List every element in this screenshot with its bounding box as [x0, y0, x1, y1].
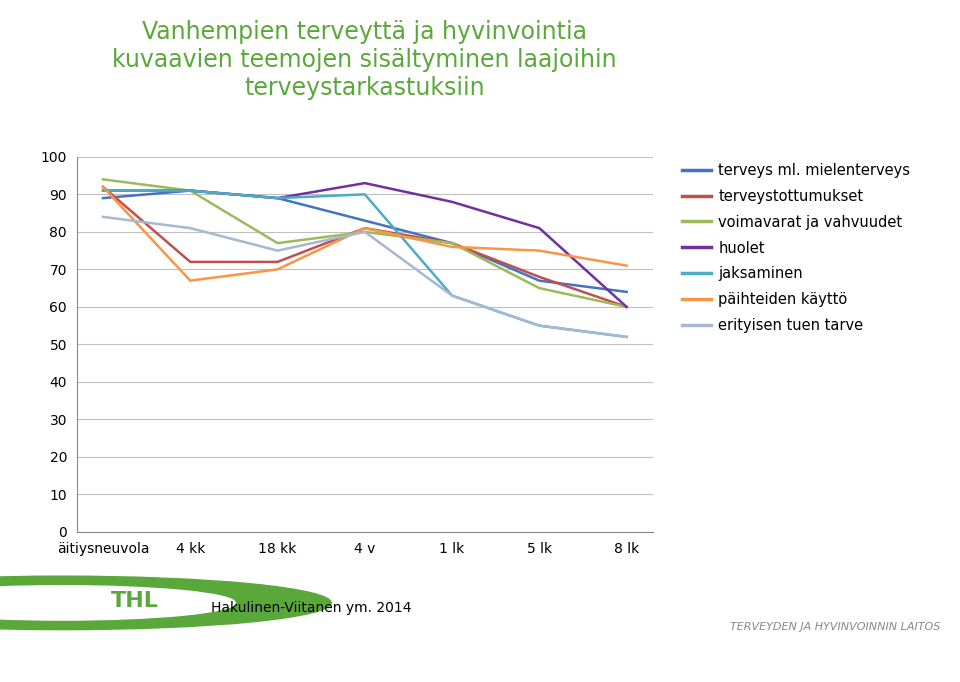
Text: Hakulinen-Viitanen ym. 2014: Hakulinen-Viitanen ym. 2014: [211, 601, 412, 614]
Circle shape: [0, 586, 235, 620]
Text: TERVEYDEN JA HYVINVOINNIN LAITOS: TERVEYDEN JA HYVINVOINNIN LAITOS: [731, 622, 941, 632]
Text: 21.10.2014: 21.10.2014: [19, 659, 90, 673]
Text: Erityisen tuen tilanteet ja tuki / M. Hietanen-Peltola: Erityisen tuen tilanteet ja tuki / M. Hi…: [320, 659, 640, 673]
Text: 9: 9: [933, 659, 941, 673]
Text: THL: THL: [110, 591, 158, 611]
Circle shape: [0, 576, 331, 629]
Legend: terveys ml. mielenterveys, terveystottumukset, voimavarat ja vahvuudet, huolet, : terveys ml. mielenterveys, terveystottum…: [676, 157, 916, 339]
Text: Vanhempien terveyttä ja hyvinvointia
kuvaavien teemojen sisältyminen laajoihin
t: Vanhempien terveyttä ja hyvinvointia kuv…: [112, 20, 617, 100]
